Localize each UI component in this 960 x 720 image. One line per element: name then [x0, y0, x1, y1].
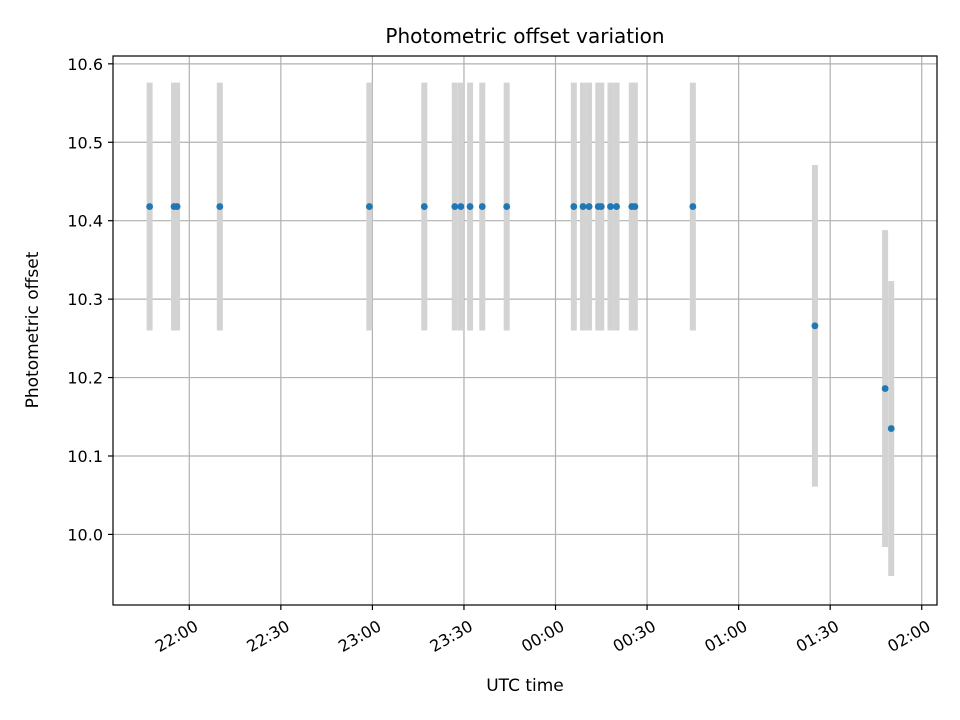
- x-tick-label: 22:30: [243, 616, 292, 656]
- y-tick-label: 10.6: [67, 55, 103, 74]
- x-tick-label: 00:00: [518, 616, 567, 656]
- error-bar-layer: [146, 82, 895, 576]
- y-tick-label: 10.2: [67, 369, 103, 388]
- y-tick-label: 10.4: [67, 212, 103, 231]
- y-tick-label: 10.3: [67, 290, 103, 309]
- y-tick-label: 10.1: [67, 447, 103, 466]
- x-tick-label: 00:30: [610, 616, 659, 656]
- data-point: [173, 203, 181, 210]
- data-point: [579, 203, 587, 210]
- x-axis-ticks: 22:00 22:30 23:00 23:30 00:00 00:30 01:00 01:30…: [152, 605, 934, 656]
- data-point: [503, 203, 511, 210]
- data-point: [607, 203, 614, 210]
- data-point: [597, 203, 605, 210]
- data-point: [451, 203, 459, 210]
- plot-area-frame: [112, 55, 938, 606]
- y-axis-label: Photometric offset: [23, 251, 43, 408]
- data-point: [146, 203, 154, 210]
- data-point: [585, 203, 593, 210]
- data-point: [689, 203, 697, 210]
- chart-title: Photometric offset variation: [385, 24, 664, 48]
- x-axis-label: UTC time: [486, 676, 564, 696]
- data-point: [365, 203, 373, 210]
- data-point: [478, 203, 486, 210]
- data-point-layer: [146, 203, 895, 432]
- data-point: [216, 203, 224, 210]
- x-tick-label: 23:30: [427, 616, 476, 656]
- data-point: [887, 425, 895, 432]
- data-point: [613, 203, 620, 210]
- data-point: [811, 322, 819, 330]
- grid-layer: [113, 56, 937, 605]
- y-tick-label: 10.0: [67, 525, 103, 544]
- x-tick-label: 01:00: [701, 616, 750, 656]
- data-point: [631, 203, 639, 210]
- y-tick-label: 10.5: [67, 133, 103, 152]
- x-tick-label: 01:30: [793, 616, 842, 656]
- data-point: [457, 203, 465, 210]
- x-tick-label: 23:00: [335, 616, 384, 656]
- data-point: [570, 203, 578, 210]
- data-point: [466, 203, 474, 210]
- x-tick-label: 22:00: [152, 616, 201, 656]
- y-axis-ticks: 10.0 10.1 10.2 10.3 10.4 10.5 10.6: [67, 55, 113, 544]
- data-point: [881, 385, 889, 392]
- data-point: [420, 203, 428, 210]
- x-tick-label: 02:00: [884, 616, 933, 656]
